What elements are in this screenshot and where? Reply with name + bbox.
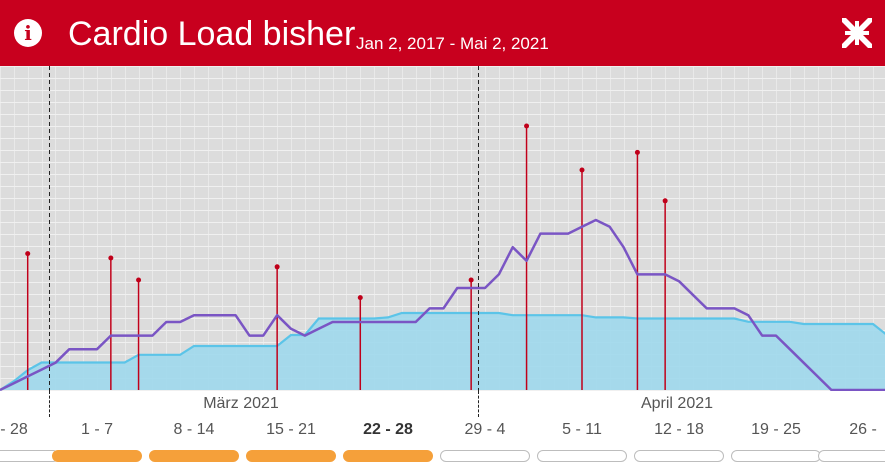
- spike-dot: [579, 167, 585, 173]
- week-label[interactable]: - 28: [0, 421, 28, 438]
- spike-dot: [662, 198, 668, 204]
- info-icon[interactable]: i: [14, 19, 42, 47]
- cardio-chart[interactable]: [0, 66, 885, 391]
- week-indicator-pill[interactable]: [818, 450, 885, 462]
- spike-dot: [136, 277, 142, 283]
- spike-dot: [274, 264, 280, 270]
- week-label[interactable]: 12 - 18: [654, 421, 704, 438]
- week-label[interactable]: 8 - 14: [173, 421, 215, 438]
- app-header: i Cardio Load bisher Jan 2, 2017 - Mai 2…: [0, 0, 885, 66]
- week-indicator-pill[interactable]: [537, 450, 627, 462]
- date-range: Jan 2, 2017 - Mai 2, 2021: [356, 34, 549, 53]
- month-divider: [49, 391, 50, 417]
- week-indicator-pill[interactable]: [0, 450, 59, 462]
- series-line: [0, 218, 885, 391]
- week-label[interactable]: 19 - 25: [751, 421, 801, 438]
- collapse-arrows-icon[interactable]: [838, 14, 876, 52]
- spike-dot: [357, 295, 363, 301]
- week-label[interactable]: 26 -: [849, 421, 877, 438]
- page-title: Cardio Load bisher: [68, 15, 356, 53]
- week-indicator-pill[interactable]: [440, 450, 530, 462]
- month-label-april: April 2021: [640, 395, 714, 412]
- spike-dot: [108, 255, 114, 261]
- spike-dot: [634, 149, 640, 155]
- week-label[interactable]: 5 - 11: [562, 421, 602, 438]
- month-divider: [478, 391, 479, 417]
- week-indicator-pill[interactable]: [246, 450, 336, 462]
- week-label[interactable]: 1 - 7: [80, 421, 113, 438]
- week-indicator-pill[interactable]: [634, 450, 724, 462]
- week-label[interactable]: 22 - 28: [363, 421, 413, 438]
- spike-dot: [25, 251, 31, 257]
- chart-svg: [0, 66, 885, 391]
- week-indicator-pill[interactable]: [343, 450, 433, 462]
- week-indicator-pill[interactable]: [731, 450, 821, 462]
- week-indicator-pill[interactable]: [149, 450, 239, 462]
- series-line: [0, 311, 885, 391]
- timeline-axis[interactable]: März 2021 April 2021 - 28 1 - 7 8 - 14 15 -…: [0, 391, 885, 464]
- series-area: [0, 313, 885, 390]
- month-label-march: März 2021: [203, 395, 279, 412]
- week-indicator-pill[interactable]: [52, 450, 142, 462]
- week-label[interactable]: 15 - 21: [266, 421, 316, 438]
- week-label[interactable]: 29 - 4: [464, 421, 506, 438]
- spike-dot: [468, 277, 474, 283]
- spike-dot: [524, 123, 530, 129]
